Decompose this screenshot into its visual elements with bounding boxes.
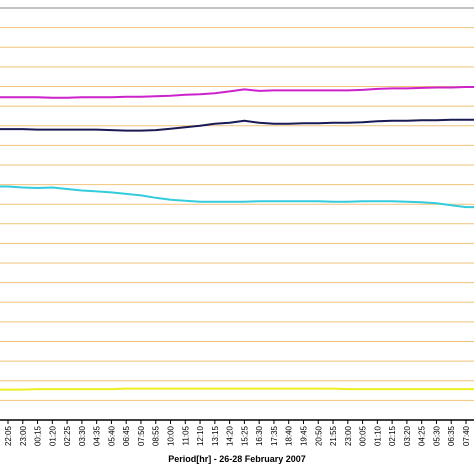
x-tick-label: 19:45 — [300, 425, 309, 446]
x-tick-label: 04:25 — [418, 425, 427, 446]
x-tick-label: 14:20 — [226, 425, 235, 446]
series-line-4 — [0, 387, 474, 391]
x-tick-label: 07:50 — [137, 425, 146, 446]
x-tick-label: 18:40 — [285, 425, 294, 446]
series-line-2 — [0, 118, 474, 132]
x-tick-label: 08:55 — [152, 425, 161, 446]
x-tick-label: 03:20 — [403, 425, 412, 446]
x-tick-label: 17:35 — [270, 425, 279, 446]
series-line-1 — [0, 86, 474, 99]
x-tick-label: 21:55 — [329, 425, 338, 446]
x-tick-label: 12:10 — [196, 425, 205, 446]
x-tick-label: 05:40 — [107, 425, 116, 446]
x-tick-label: 10:00 — [167, 425, 176, 446]
x-tick-label: 03:30 — [78, 425, 87, 446]
x-tick-label: 07:40 — [462, 425, 471, 446]
x-tick-label: 06:35 — [447, 425, 456, 446]
x-tick-label: 00:05 — [359, 425, 368, 446]
x-tick-label: 06:45 — [122, 425, 131, 446]
x-tick-label: 00:15 — [34, 425, 43, 446]
x-tick-label: 16:30 — [255, 425, 264, 446]
x-tick-label: 20:50 — [314, 425, 323, 446]
series-layer — [0, 86, 474, 391]
series-line-3 — [0, 185, 474, 209]
x-tick-label: 02:25 — [63, 425, 72, 446]
x-tick-label: 05:30 — [433, 425, 442, 446]
x-tick-labels: 22:05 23:00 00:15 01:20 02:25 03:30 04:35 05:40… — [4, 425, 471, 446]
x-tick-label: 22:05 — [4, 425, 13, 446]
x-tick-label: 23:00 — [344, 425, 353, 446]
x-tick-label: 23:00 — [19, 425, 28, 446]
x-axis-title: Period[hr] - 26-28 February 2007 — [168, 454, 306, 464]
x-tick-label: 15:25 — [240, 425, 249, 446]
x-tick-label: 01:10 — [373, 425, 382, 446]
x-tick-label: 13:15 — [211, 425, 220, 446]
x-tick-label: 02:15 — [388, 425, 397, 446]
grid-lines — [0, 7, 474, 401]
x-tick-label: 04:35 — [93, 425, 102, 446]
x-tick-label: 01:20 — [48, 425, 57, 446]
x-tick-label: 11:05 — [181, 425, 190, 445]
x-axis — [0, 419, 474, 424]
